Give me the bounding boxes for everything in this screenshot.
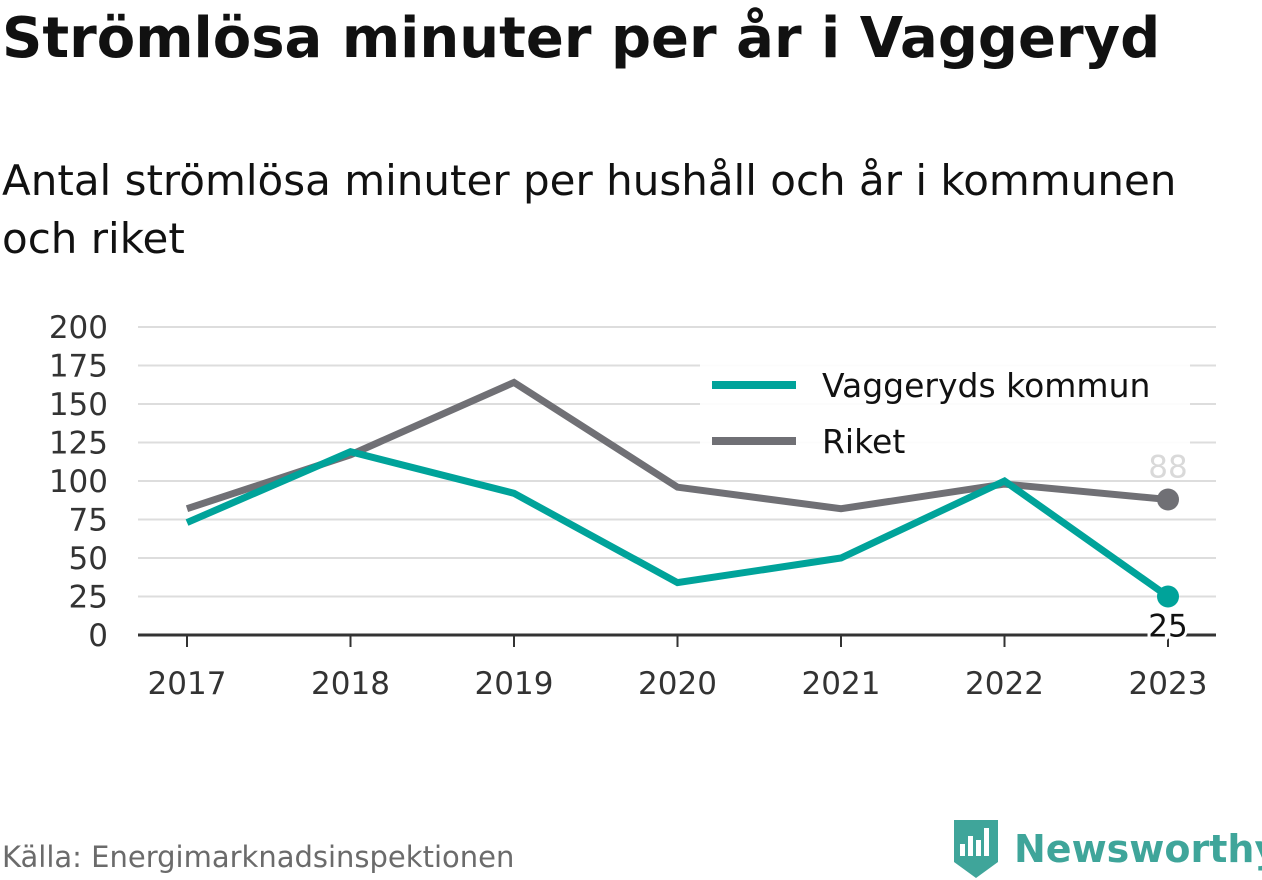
y-tick-label: 125 [49, 426, 108, 462]
y-tick-label: 175 [49, 349, 108, 385]
series-line [185, 448, 1171, 600]
y-tick-label: 50 [69, 541, 108, 577]
end-labels: 25 88 [1145, 449, 1190, 647]
source-note: Källa: Energimarknadsinspektionen [2, 840, 515, 874]
series-lines [185, 378, 1179, 608]
x-axis: 2017 2018 2019 2020 2021 2022 2023 [138, 633, 1216, 702]
newsworthy-icon [954, 820, 998, 878]
x-tick-label: 2019 [475, 666, 554, 702]
y-tick-label: 25 [69, 580, 108, 616]
newsworthy-logo: Newsworthy [950, 818, 1262, 880]
legend-label: Vaggeryds kommun [822, 366, 1150, 405]
x-tick-label: 2022 [965, 666, 1044, 702]
legend: Vaggeryds kommun Riket [700, 363, 1190, 471]
y-tick-label: 0 [88, 618, 108, 654]
series-end-marker [1157, 488, 1179, 511]
x-tick-label: 2018 [311, 666, 390, 702]
y-tick-label: 75 [69, 503, 108, 539]
end-label-riket: 88 [1148, 449, 1187, 485]
y-tick-label: 150 [49, 387, 108, 423]
x-tick-label: 2020 [638, 666, 717, 702]
brand-name: Newsworthy [1014, 827, 1262, 871]
y-tick-label: 100 [49, 464, 108, 500]
x-tick-label: 2021 [802, 666, 881, 702]
x-tick-label: 2017 [148, 666, 227, 702]
end-label-kommun: 25 [1148, 609, 1187, 645]
chart-subtitle: Antal strömlösa minuter per hushåll och … [2, 156, 1177, 263]
series-end-marker [1157, 585, 1179, 608]
legend-label: Riket [822, 422, 905, 461]
chart-title: Strömlösa minuter per år i Vaggeryd [2, 6, 1161, 71]
y-tick-label: 200 [49, 310, 108, 346]
x-tick-label: 2023 [1129, 666, 1208, 702]
